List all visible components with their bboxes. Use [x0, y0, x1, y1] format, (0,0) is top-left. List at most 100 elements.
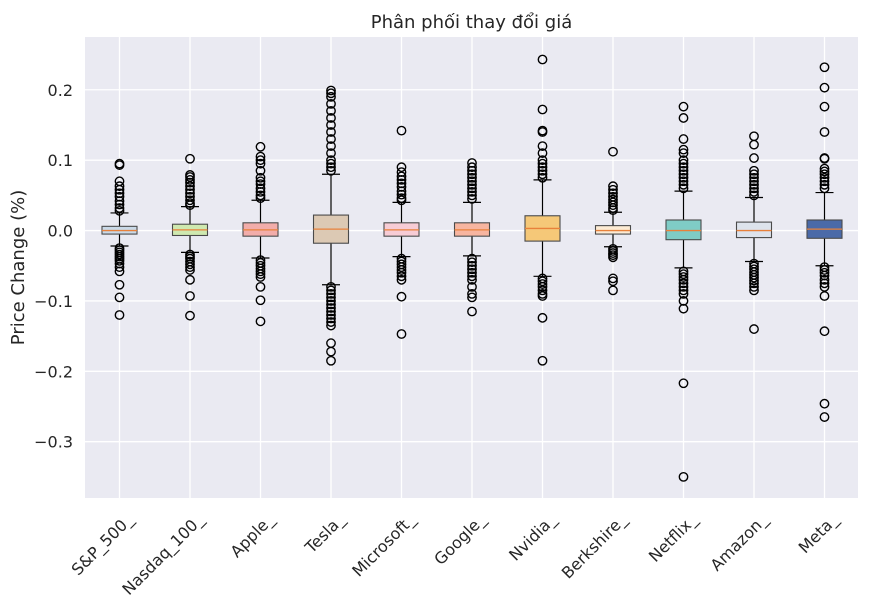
outlier-point — [819, 172, 830, 183]
outlier-point — [255, 269, 266, 280]
outlier-point — [819, 153, 830, 164]
box-iqr — [594, 225, 632, 235]
outlier-point — [537, 148, 548, 159]
outlier-point — [678, 155, 689, 166]
outlier-point — [326, 355, 336, 366]
outlier-point — [819, 267, 830, 278]
outlier-point — [326, 98, 336, 109]
y-tick-label: 0.1 — [48, 151, 73, 170]
outlier-point — [819, 169, 830, 180]
outlier-point — [819, 101, 830, 112]
box-berkshire — [594, 146, 632, 296]
outlier-point — [749, 179, 759, 190]
outlier-point — [467, 292, 477, 303]
outlier-point — [467, 162, 477, 173]
outlier-point — [749, 272, 759, 283]
box-tesla — [312, 85, 350, 366]
outlier-point — [326, 113, 336, 123]
outlier-point — [608, 285, 618, 296]
box-microsoft — [383, 125, 420, 339]
outlier-point — [819, 281, 830, 292]
y-tick-label: −0.1 — [34, 292, 73, 311]
outlier-point — [255, 155, 266, 166]
outlier-point — [326, 91, 336, 102]
outlier-point — [467, 179, 477, 190]
outlier-point — [819, 82, 830, 93]
outlier-point — [608, 188, 618, 199]
outlier-point — [537, 162, 548, 173]
outlier-point — [185, 259, 195, 270]
outlier-point — [326, 346, 336, 357]
outlier-point — [114, 255, 125, 266]
outlier-point — [255, 158, 266, 169]
outlier-point — [396, 329, 407, 339]
outlier-point — [326, 306, 336, 317]
outlier-point — [396, 262, 407, 273]
outlier-point — [326, 127, 336, 137]
outlier-point — [537, 141, 548, 151]
outlier-point — [749, 153, 759, 163]
outlier-point — [467, 274, 477, 285]
x-tick-label: Tesla_ — [301, 509, 350, 558]
outlier-point — [537, 355, 548, 366]
outlier-point — [255, 172, 266, 183]
outlier-point — [608, 184, 618, 195]
outlier-point — [467, 264, 477, 275]
outlier-point — [749, 324, 759, 334]
outlier-point — [537, 127, 548, 137]
outlier-point — [537, 54, 548, 65]
outlier-point — [819, 398, 830, 409]
outlier-point — [255, 165, 266, 176]
y-tick-label: −0.3 — [34, 433, 73, 452]
outlier-point — [114, 262, 125, 273]
outlier-point — [537, 312, 548, 323]
outlier-point — [678, 274, 689, 285]
outlier-point — [326, 158, 336, 169]
outlier-point — [819, 166, 830, 177]
outlier-point — [749, 169, 759, 180]
outlier-point — [608, 205, 618, 216]
outlier-point — [749, 176, 759, 187]
outlier-point — [255, 176, 266, 187]
x-tick-label: Microsoft_ — [348, 509, 420, 581]
outlier-point — [396, 274, 407, 285]
outlier-point — [255, 295, 266, 306]
outlier-point — [114, 203, 125, 213]
outlier-point — [467, 271, 477, 282]
outlier-point — [467, 193, 477, 204]
outlier-point — [819, 265, 830, 275]
outlier-point — [255, 141, 266, 152]
outlier-point — [185, 153, 195, 164]
y-tick-label: 0.2 — [48, 81, 73, 100]
y-axis: 0.2 0.1 0.0 −0.1 −0.2 −0.3 — [34, 81, 73, 452]
outlier-point — [678, 113, 689, 123]
outlier-point — [255, 190, 266, 201]
outlier-point — [114, 184, 125, 195]
outlier-point — [608, 252, 618, 263]
box-nvidia — [524, 54, 561, 366]
outlier-point — [185, 310, 195, 321]
outlier-point — [326, 134, 336, 144]
outlier-point — [467, 253, 477, 264]
outlier-point — [114, 310, 125, 320]
outlier-point — [326, 162, 336, 173]
box-s-p-500 — [101, 158, 138, 320]
outlier-point — [326, 320, 336, 331]
x-tick-label: S&P_500_ — [68, 509, 139, 580]
box-amazon — [735, 131, 773, 334]
outlier-point — [396, 189, 407, 200]
outlier-point — [326, 296, 336, 306]
outlier-point — [678, 272, 689, 282]
outlier-point — [678, 179, 689, 190]
outlier-point — [678, 172, 689, 183]
outlier-point — [326, 85, 336, 96]
outlier-point — [326, 285, 336, 296]
outlier-point — [537, 279, 548, 289]
x-tick-label: Google_ — [430, 509, 490, 569]
outlier-point — [678, 378, 689, 389]
outlier-point — [396, 171, 407, 182]
outlier-point — [326, 299, 336, 310]
outlier-point — [255, 193, 266, 204]
outlier-point — [255, 151, 266, 162]
